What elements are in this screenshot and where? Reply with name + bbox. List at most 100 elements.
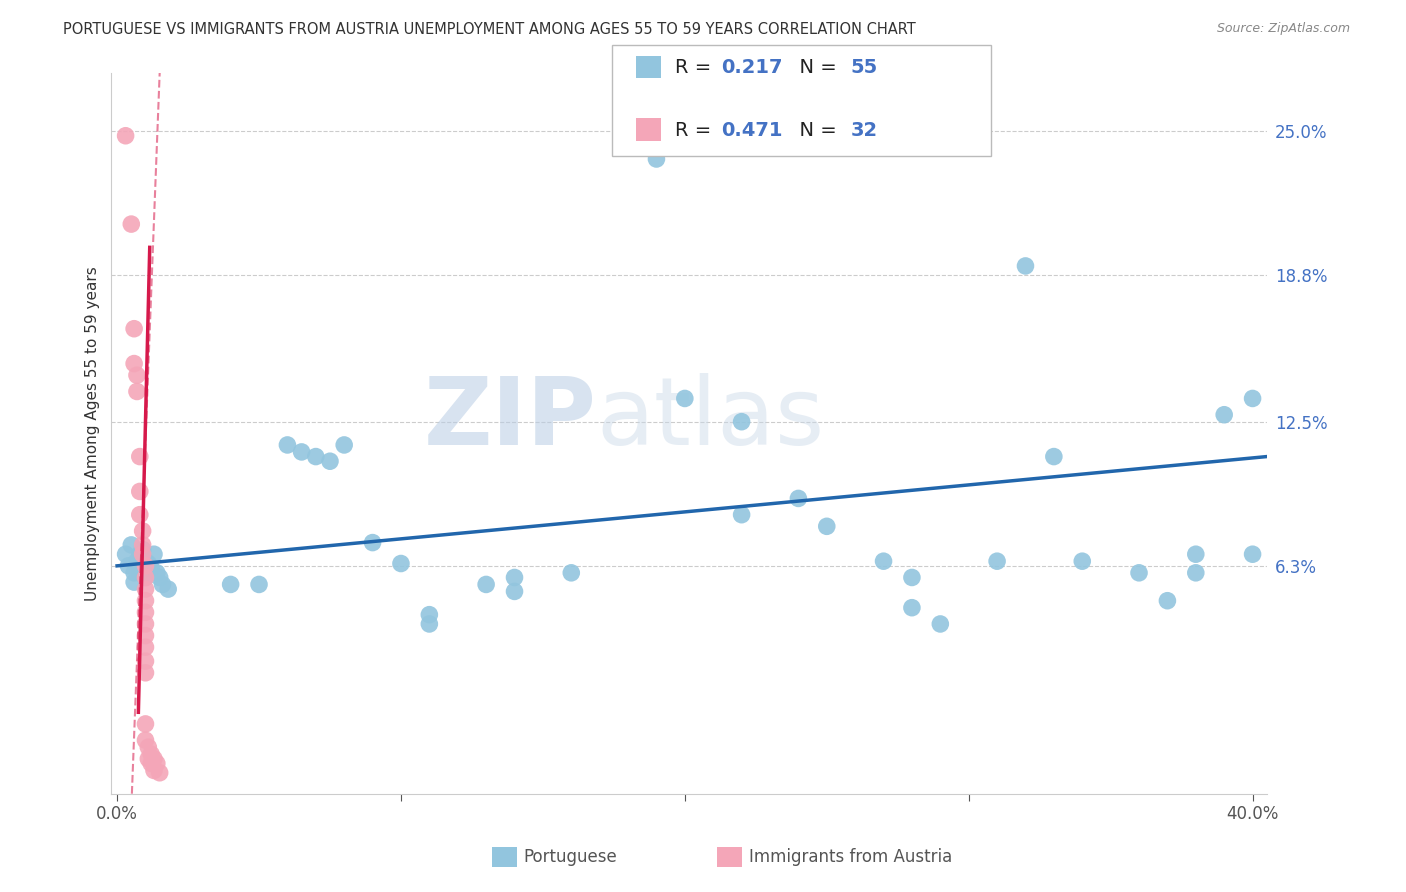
Point — [1014, 259, 1036, 273]
Point — [645, 152, 668, 166]
Point — [901, 570, 924, 584]
Point — [219, 577, 242, 591]
Text: 0.471: 0.471 — [721, 120, 783, 140]
Point — [125, 368, 148, 383]
Point — [815, 519, 838, 533]
Point — [128, 484, 150, 499]
Point — [134, 593, 156, 607]
Point — [117, 558, 139, 573]
Point — [134, 640, 156, 655]
Point — [134, 554, 156, 568]
Point — [503, 570, 526, 584]
Point — [730, 508, 752, 522]
Point — [114, 128, 136, 143]
Text: 32: 32 — [851, 120, 877, 140]
Point — [134, 617, 156, 632]
Point — [143, 764, 166, 778]
Point — [361, 535, 384, 549]
Point — [128, 566, 150, 580]
Point — [475, 577, 498, 591]
Point — [125, 384, 148, 399]
Point — [560, 566, 582, 580]
Point — [134, 654, 156, 668]
Point — [1156, 593, 1178, 607]
Point — [143, 547, 166, 561]
Point — [114, 547, 136, 561]
Text: atlas: atlas — [596, 373, 825, 465]
Point — [1185, 547, 1208, 561]
Point — [673, 392, 696, 406]
Point — [319, 454, 342, 468]
Point — [125, 554, 148, 568]
Point — [134, 570, 156, 584]
Point — [134, 629, 156, 643]
Text: 55: 55 — [851, 58, 877, 78]
Point — [1128, 566, 1150, 580]
Point — [134, 717, 156, 731]
Point — [1241, 547, 1264, 561]
Point — [291, 445, 314, 459]
Point — [122, 357, 145, 371]
Point — [131, 538, 153, 552]
Point — [1071, 554, 1094, 568]
Point — [122, 566, 145, 580]
Point — [136, 557, 159, 571]
Point — [134, 558, 156, 573]
Point — [149, 570, 172, 584]
Y-axis label: Unemployment Among Ages 55 to 59 years: Unemployment Among Ages 55 to 59 years — [86, 266, 100, 600]
Point — [131, 557, 153, 571]
Point — [152, 577, 174, 591]
Point — [1185, 566, 1208, 580]
Point — [134, 570, 156, 584]
Point — [120, 538, 142, 552]
Point — [141, 561, 163, 575]
Point — [143, 752, 166, 766]
Point — [131, 524, 153, 538]
Point — [146, 756, 169, 771]
Point — [131, 547, 153, 561]
Point — [141, 747, 163, 761]
Point — [418, 607, 440, 622]
Text: N =: N = — [787, 120, 844, 140]
Point — [141, 756, 163, 771]
Point — [134, 605, 156, 619]
Point — [128, 450, 150, 464]
Point — [730, 415, 752, 429]
Point — [986, 554, 1008, 568]
Point — [787, 491, 810, 506]
Point — [136, 740, 159, 755]
Point — [131, 542, 153, 557]
Text: Immigrants from Austria: Immigrants from Austria — [749, 848, 953, 866]
Point — [122, 322, 145, 336]
Point — [149, 765, 172, 780]
Text: N =: N = — [787, 58, 844, 78]
Point — [134, 582, 156, 596]
Point — [276, 438, 298, 452]
Text: R =: R = — [675, 120, 717, 140]
Point — [128, 547, 150, 561]
Point — [157, 582, 180, 596]
Point — [929, 617, 952, 632]
Point — [305, 450, 328, 464]
Text: Source: ZipAtlas.com: Source: ZipAtlas.com — [1216, 22, 1350, 36]
Point — [128, 508, 150, 522]
Text: ZIP: ZIP — [423, 373, 596, 465]
Point — [134, 733, 156, 747]
Point — [503, 584, 526, 599]
Point — [418, 617, 440, 632]
Point — [122, 575, 145, 590]
Point — [134, 665, 156, 680]
Point — [333, 438, 356, 452]
Point — [146, 566, 169, 580]
Point — [120, 217, 142, 231]
Point — [136, 752, 159, 766]
Text: Portuguese: Portuguese — [523, 848, 617, 866]
Point — [901, 600, 924, 615]
Point — [247, 577, 270, 591]
Text: 0.217: 0.217 — [721, 58, 783, 78]
Point — [389, 557, 412, 571]
Point — [1043, 450, 1066, 464]
Point — [1241, 392, 1264, 406]
Text: R =: R = — [675, 58, 717, 78]
Text: PORTUGUESE VS IMMIGRANTS FROM AUSTRIA UNEMPLOYMENT AMONG AGES 55 TO 59 YEARS COR: PORTUGUESE VS IMMIGRANTS FROM AUSTRIA UN… — [63, 22, 917, 37]
